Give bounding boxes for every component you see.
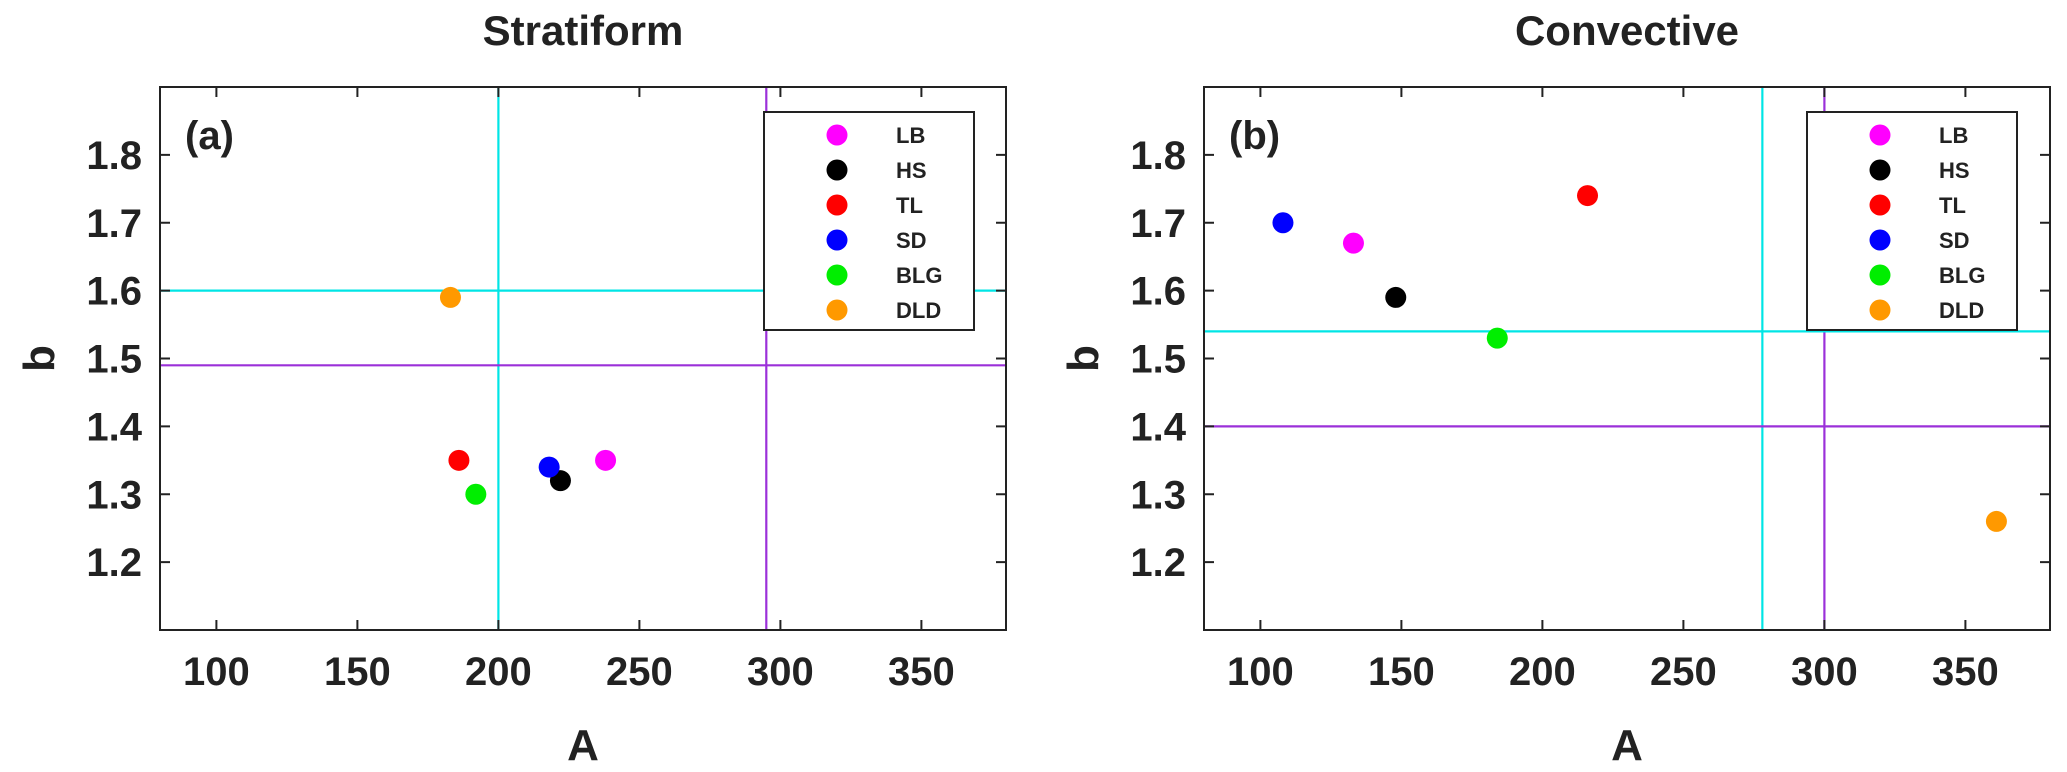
x-tick-label: 350 — [1932, 650, 1999, 694]
x-tick-label: 300 — [747, 650, 814, 694]
y-tick-label: 1.7 — [86, 202, 142, 246]
legend-marker-sd — [826, 229, 848, 251]
legend-marker-dld — [826, 299, 848, 321]
y-tick-label: 1.5 — [86, 338, 142, 382]
legend-label: LB — [1939, 123, 1968, 148]
legend-label: SD — [896, 228, 927, 253]
x-tick-label: 250 — [1650, 650, 1717, 694]
x-tick-label: 300 — [1791, 650, 1858, 694]
legend-label: DLD — [896, 298, 941, 323]
chart-panel-convective: 100 150 200 250 300 350 1.2 1.3 1.4 1.5 1.6 1.7 1.8 C… — [1059, 7, 2051, 770]
x-tick-label: 150 — [1368, 650, 1435, 694]
y-tick-label: 1.6 — [86, 270, 142, 314]
data-point-blg — [465, 483, 487, 505]
y-tick-label: 1.2 — [86, 541, 142, 585]
legend-box — [763, 111, 975, 331]
x-tick-label: 200 — [1509, 650, 1576, 694]
panel-label: (a) — [185, 114, 234, 158]
data-point-hs — [1385, 286, 1407, 308]
legend-marker-sd — [1869, 229, 1891, 251]
x-tick-label: 200 — [465, 650, 532, 694]
data-point-lb — [595, 449, 617, 471]
data-point-lb — [1342, 232, 1364, 254]
data-point-sd — [538, 456, 560, 478]
data-point-dld — [439, 286, 461, 308]
legend-marker-lb — [1869, 124, 1891, 146]
legend-marker-hs — [1869, 159, 1891, 181]
x-tick-label: 100 — [1227, 650, 1294, 694]
y-tick-label: 1.3 — [1130, 473, 1186, 517]
legend-box — [1806, 111, 2018, 331]
data-point-blg — [1486, 327, 1508, 349]
x-tick-label: 350 — [888, 650, 955, 694]
legend-label: LB — [896, 123, 925, 148]
chart-panel-stratiform: 100 150 200 250 300 350 1.2 1.3 1.4 1.5 1.6 1.7 1.8 S… — [15, 7, 1007, 770]
data-point-dld — [1985, 510, 2007, 532]
x-tick-label: 100 — [183, 650, 250, 694]
legend-label: SD — [1939, 228, 1970, 253]
y-axis-label: b — [1059, 345, 1108, 372]
legend-marker-blg — [826, 264, 848, 286]
x-tick-label: 250 — [606, 650, 673, 694]
legend-label: BLG — [1939, 263, 1985, 288]
x-axis-label: A — [1611, 721, 1643, 770]
legend-label: DLD — [1939, 298, 1984, 323]
legend-label: TL — [1939, 193, 1966, 218]
legend-label: HS — [1939, 158, 1970, 183]
y-tick-label: 1.8 — [86, 134, 142, 178]
y-tick-label: 1.4 — [1130, 405, 1186, 449]
legend: LB HS TL SD BLG DLD — [763, 111, 975, 331]
legend-marker-hs — [826, 159, 848, 181]
panel-label: (b) — [1229, 114, 1280, 158]
chart-title: Stratiform — [483, 7, 684, 54]
legend-marker-lb — [826, 124, 848, 146]
reference-lines — [1204, 87, 2050, 630]
x-axis-label: A — [567, 721, 599, 770]
data-point-sd — [1272, 212, 1294, 234]
legend-marker-blg — [1869, 264, 1891, 286]
legend-marker-dld — [1869, 299, 1891, 321]
y-tick-label: 1.4 — [86, 405, 142, 449]
legend-label: TL — [896, 193, 923, 218]
y-tick-label: 1.6 — [1130, 270, 1186, 314]
legend-label: HS — [896, 158, 927, 183]
data-point-tl — [448, 449, 470, 471]
legend-label: BLG — [896, 263, 942, 288]
data-point-tl — [1577, 185, 1599, 207]
y-tick-label: 1.7 — [1130, 202, 1186, 246]
y-tick-label: 1.2 — [1130, 541, 1186, 585]
legend: LB HS TL SD BLG DLD — [1806, 111, 2018, 331]
x-tick-label: 150 — [324, 650, 391, 694]
y-axis-label: b — [15, 345, 64, 372]
chart-title: Convective — [1515, 7, 1739, 54]
y-tick-label: 1.3 — [86, 473, 142, 517]
y-tick-label: 1.8 — [1130, 134, 1186, 178]
legend-marker-tl — [826, 194, 848, 216]
y-tick-label: 1.5 — [1130, 338, 1186, 382]
legend-marker-tl — [1869, 194, 1891, 216]
